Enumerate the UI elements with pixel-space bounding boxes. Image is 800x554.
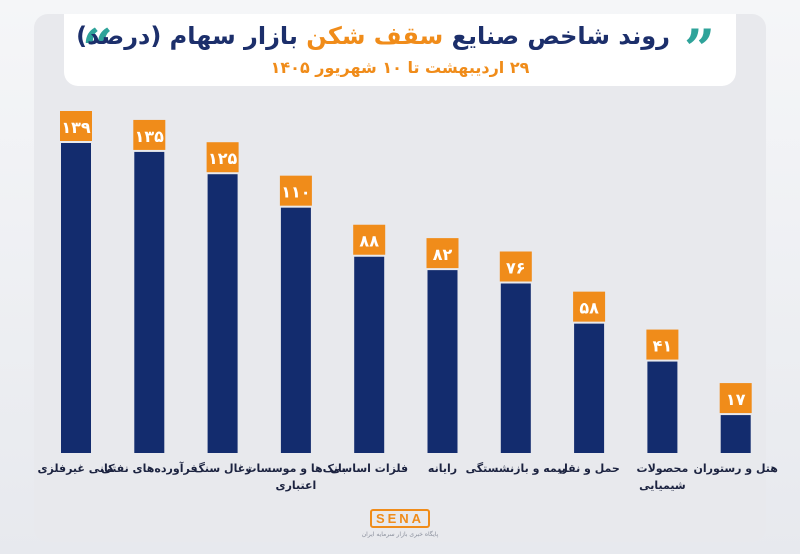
category-label-7: بیمه و بازنشستگی <box>466 462 566 475</box>
logo-tagline: پایگاه خبری بازار سرمایه ایران <box>361 531 439 538</box>
chart-title: روند شاخص صنایع سقف شکن بازار سهام (درصد… <box>76 22 670 50</box>
value-label-5: ۸۸ <box>359 232 379 251</box>
bar-3 <box>207 174 238 453</box>
title-main: روند شاخص صنایع <box>443 22 670 50</box>
category-label-4-line-2: اعتباری <box>275 479 316 492</box>
title-tail: بازار سهام (درصد) <box>76 22 307 50</box>
category-label-6: رایانه <box>428 462 457 475</box>
chart-subtitle: ۲۹ اردیبهشت تا ۱۰ شهریور ۱۴۰۵ <box>270 58 530 77</box>
value-label-7: ۷۶ <box>506 259 526 278</box>
bar-6 <box>427 270 458 453</box>
value-label-box-9 <box>646 329 679 360</box>
category-label-1: کانی غیرفلزی <box>37 462 115 475</box>
bar-10 <box>720 415 751 453</box>
value-label-box-7 <box>499 251 532 282</box>
value-label-1: ۱۳۹ <box>61 118 91 137</box>
category-label-9-line-2: شیمیایی <box>639 479 686 492</box>
value-label-box-8 <box>573 291 606 322</box>
category-label-10: هتل و رستوران <box>693 462 777 475</box>
value-label-box-6 <box>426 238 459 269</box>
value-label-8: ۵۸ <box>579 299 599 318</box>
bar-9 <box>647 361 678 453</box>
value-label-box-5 <box>353 224 386 255</box>
title-panel <box>64 14 736 86</box>
bar-5 <box>354 256 385 453</box>
category-label-4-line-1: بانک‌ها و موسسات <box>245 462 346 475</box>
bar-8 <box>574 323 605 453</box>
value-label-box-2 <box>133 119 166 150</box>
value-label-box-4 <box>279 175 312 206</box>
value-label-10: ۱۷ <box>726 390 746 409</box>
value-label-9: ۴۱ <box>653 337 673 356</box>
value-label-box-3 <box>206 142 239 173</box>
quote-mark-left-icon: “ <box>82 17 114 81</box>
bar-7 <box>500 283 531 453</box>
category-label-2: فرآورده‌های نفتی <box>101 461 197 475</box>
value-label-3: ۱۲۵ <box>208 149 238 168</box>
value-label-box-1 <box>60 111 92 141</box>
title-accent: سقف شکن <box>306 22 444 50</box>
category-label-8: حمل و نقل <box>558 462 619 475</box>
value-label-2: ۱۳۵ <box>135 127 165 146</box>
sena-logo: SENA پایگاه خبری بازار سرمایه ایران <box>360 507 440 543</box>
quote-mark-right-icon: ” <box>684 17 716 81</box>
category-label-3: زغال سنگ <box>194 461 252 475</box>
value-label-box-10 <box>719 383 752 414</box>
bar-1 <box>61 143 91 453</box>
logo-text: SENA <box>369 509 431 528</box>
value-label-4: ۱۱۰ <box>281 183 310 202</box>
bar-4 <box>280 207 311 453</box>
value-label-6: ۸۲ <box>433 245 453 264</box>
category-label-5: فلزات اساسی <box>330 462 408 475</box>
category-label-9-line-1: محصولات <box>637 462 689 475</box>
bar-2 <box>134 151 165 453</box>
